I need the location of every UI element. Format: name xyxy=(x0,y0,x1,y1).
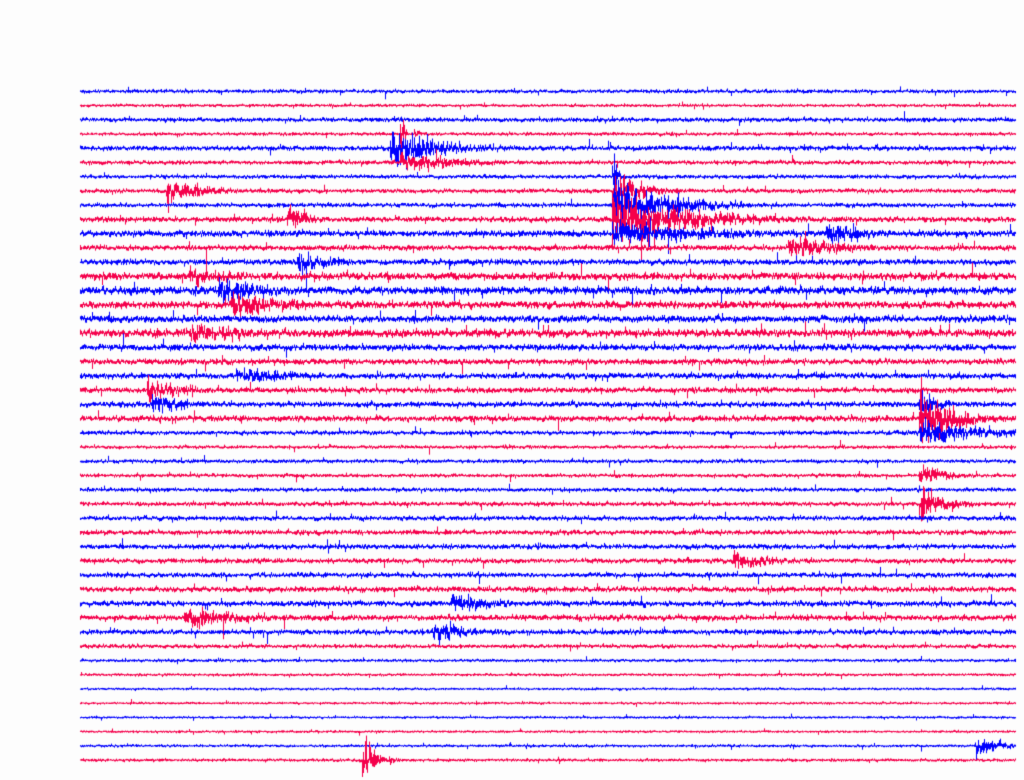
helicorder-page: HL Limnos 2017-05-14 Applied filter: WWS… xyxy=(0,0,1024,780)
seismogram-trace-canvas xyxy=(0,0,1024,780)
